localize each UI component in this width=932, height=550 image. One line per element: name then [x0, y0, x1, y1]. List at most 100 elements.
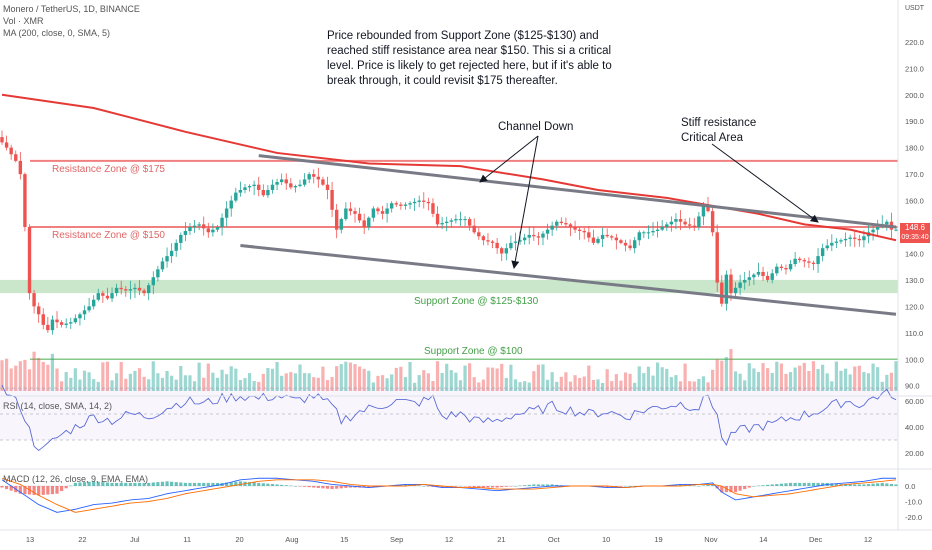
volume-bar [64, 372, 68, 391]
macd-histogram-bar [701, 485, 706, 486]
resistance-arrow [711, 143, 819, 223]
price-tick-label: 180.0 [905, 144, 924, 153]
time-axis[interactable]: 13 22 Jul 11 20 Aug 15 Sep 12 21 Oct 10 19 Nov 14 Dec 12 [26, 535, 872, 544]
support-100-label: Support Zone @ $100 [424, 346, 523, 357]
volume-bar [87, 372, 91, 391]
volume-bar [857, 365, 861, 391]
volume-bar [257, 381, 261, 391]
macd-histogram-bar [293, 486, 298, 487]
volume-bar [775, 361, 779, 391]
candle-body [715, 232, 719, 283]
volume-bar [477, 382, 481, 391]
volume-bar [344, 361, 348, 391]
macd-tick-label: -10.0 [905, 498, 922, 507]
candle-body [490, 241, 495, 243]
bar-countdown: 09:35:40 [901, 234, 929, 241]
volume-bar [527, 382, 531, 391]
volume-bar [156, 373, 160, 391]
macd-histogram-bar [417, 485, 421, 487]
candle-body [807, 261, 811, 263]
volume-bar [784, 373, 788, 391]
volume-bar [160, 377, 165, 391]
channel-arrow-upper [479, 135, 539, 183]
macd-histogram-bar [105, 482, 110, 486]
candle-body [247, 186, 252, 188]
volume-bar [426, 373, 430, 391]
volume-bar [147, 379, 151, 391]
candle-body [669, 221, 674, 225]
candle-body [770, 273, 774, 280]
candle-body [509, 242, 513, 249]
macd-histogram-bar [857, 484, 861, 486]
macd-histogram-bar [500, 486, 504, 488]
price-tick-label: 90.0 [905, 382, 920, 391]
volume-bar [394, 367, 398, 391]
volume-bar [866, 373, 871, 391]
candle-body [614, 237, 619, 241]
candle-body [289, 183, 293, 188]
macd-histogram-bar [330, 486, 334, 490]
macd-histogram-bar [807, 482, 811, 486]
candle-body [857, 238, 862, 241]
volume-bar [9, 368, 13, 391]
time-tick-label: Oct [548, 535, 561, 544]
candle-body [87, 306, 91, 311]
macd-histogram-bar [628, 486, 632, 487]
volume-bar [843, 368, 848, 391]
volume-bar [358, 366, 362, 391]
candle-body [357, 213, 362, 221]
volume-bar [18, 361, 22, 391]
time-tick-label: 10 [602, 535, 610, 544]
volume-bar [674, 375, 678, 391]
macd-histogram-bar [211, 482, 215, 486]
macd-histogram-bar [321, 486, 325, 489]
macd-histogram-bar [477, 486, 481, 488]
rsi-line [1, 384, 897, 452]
volume-bar [821, 364, 825, 391]
volume-bar [559, 376, 563, 391]
volume-bar [646, 366, 651, 391]
macd-histogram-bar [0, 486, 4, 488]
volume-bar [513, 379, 518, 391]
volume-bar [779, 363, 783, 391]
volume-bar [380, 375, 385, 391]
candle-body [151, 277, 155, 286]
macd-histogram-bar [78, 482, 82, 486]
candle-body [417, 200, 421, 202]
candle-body [124, 289, 128, 291]
candle-body [298, 184, 302, 187]
candle-body [692, 225, 696, 228]
volume-bar [669, 377, 673, 391]
volume-bar [752, 368, 756, 391]
candle-body [188, 227, 192, 231]
candle-body [477, 232, 481, 237]
volume-bar [119, 361, 123, 391]
macd-histogram-bar [252, 482, 256, 486]
volume-bar [825, 373, 829, 391]
price-tick-label: 220.0 [905, 38, 924, 47]
candle-body [623, 242, 628, 246]
macd-line [1, 477, 896, 513]
candle-body [192, 225, 197, 228]
price-axis[interactable]: 90.0100.0110.0120.0130.0140.0150.0160.01… [0, 0, 932, 531]
candle-body [293, 186, 298, 188]
price-tick-label: 140.0 [905, 249, 924, 258]
macd-histogram-bar [821, 482, 825, 486]
candle-body [449, 220, 453, 222]
volume-bar [243, 378, 247, 391]
volume-bar [688, 381, 692, 391]
macd-histogram-bar [174, 482, 178, 486]
macd-histogram-bar [23, 486, 27, 495]
volume-bar [422, 370, 426, 391]
candle-body [518, 240, 522, 242]
channel-down-label: Channel Down [498, 121, 574, 133]
volume-bar [830, 381, 834, 391]
volume-bar [885, 374, 889, 391]
volume-indicator-label: Vol · XMR [3, 16, 44, 26]
macd-histogram-bar [115, 482, 119, 486]
candle-body [137, 287, 142, 291]
candle-body [435, 213, 440, 225]
macd-histogram-bar [133, 482, 137, 486]
candle-body [568, 224, 573, 228]
